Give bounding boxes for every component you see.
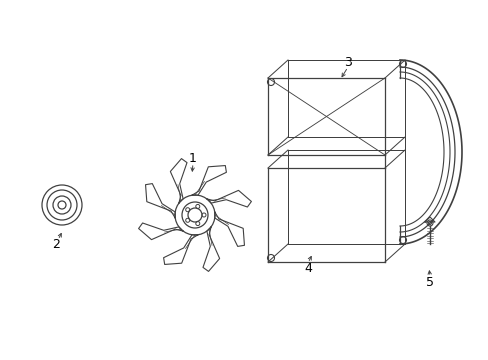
- Text: 2: 2: [52, 238, 60, 251]
- Text: 1: 1: [189, 152, 197, 165]
- Text: 3: 3: [344, 55, 351, 68]
- Text: 5: 5: [425, 275, 433, 288]
- Text: 4: 4: [304, 261, 311, 274]
